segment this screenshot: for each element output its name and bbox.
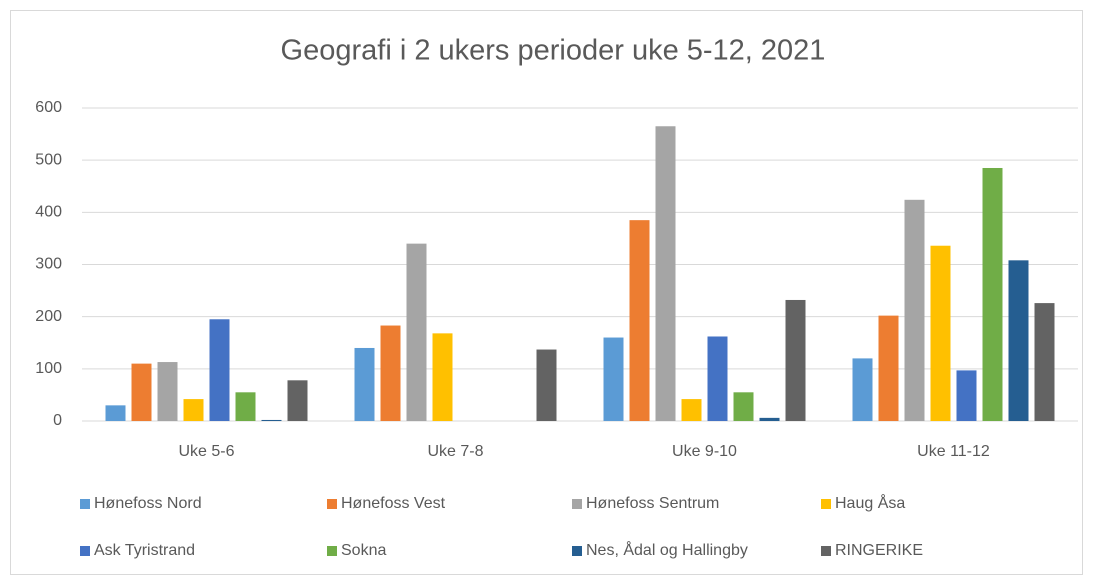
legend-label: Hønefoss Sentrum	[586, 495, 719, 512]
y-tick-label: 100	[35, 360, 62, 377]
bar	[157, 362, 178, 421]
y-tick-label: 400	[35, 204, 62, 221]
legend-label: RINGERIKE	[835, 542, 923, 559]
chart-border	[10, 10, 1083, 575]
bar	[655, 126, 676, 421]
chart-title: Geografi i 2 ukers perioder uke 5-12, 20…	[281, 35, 826, 67]
bar	[878, 315, 899, 421]
bar	[183, 399, 204, 421]
bar	[681, 399, 702, 421]
bar	[930, 245, 951, 421]
legend-swatch	[327, 546, 337, 556]
legend-swatch	[80, 546, 90, 556]
bar	[707, 336, 728, 421]
legend-label: Ask Tyristrand	[94, 542, 195, 559]
bar	[105, 405, 126, 421]
y-tick-label: 500	[35, 151, 62, 168]
bar	[629, 220, 650, 421]
bar	[603, 337, 624, 421]
legend-swatch	[572, 546, 582, 556]
bar	[1008, 260, 1029, 421]
bar	[354, 347, 375, 421]
x-tick-label: Uke 9-10	[672, 443, 737, 460]
legend-swatch	[821, 499, 831, 509]
bar	[209, 319, 230, 421]
bar	[235, 392, 256, 421]
legend-swatch	[327, 499, 337, 509]
y-tick-label: 300	[35, 256, 62, 273]
legend-swatch	[572, 499, 582, 509]
bar	[131, 363, 152, 421]
x-tick-label: Uke 5-6	[178, 443, 234, 460]
bar	[536, 349, 557, 421]
bar	[982, 167, 1003, 421]
bar	[432, 333, 453, 421]
y-tick-label: 200	[35, 308, 62, 325]
legend-swatch	[80, 499, 90, 509]
bar	[759, 417, 780, 421]
y-tick-label: 600	[35, 99, 62, 116]
legend-label: Sokna	[341, 542, 386, 559]
bar	[733, 392, 754, 421]
bar	[261, 419, 282, 421]
legend-label: Haug Åsa	[835, 493, 905, 512]
bar	[380, 325, 401, 421]
bar	[956, 370, 977, 421]
legend-label: Hønefoss Nord	[94, 495, 202, 512]
bar	[287, 380, 308, 421]
bar	[852, 358, 873, 421]
legend-label: Nes, Ådal og Hallingby	[586, 540, 748, 559]
legend-label: Hønefoss Vest	[341, 495, 446, 512]
x-tick-label: Uke 7-8	[427, 443, 483, 460]
bar	[904, 199, 925, 421]
y-tick-label: 0	[53, 412, 62, 429]
bar	[406, 243, 427, 421]
legend-swatch	[821, 546, 831, 556]
x-tick-label: Uke 11-12	[917, 443, 990, 460]
bar	[785, 299, 806, 421]
bar	[1034, 303, 1055, 421]
